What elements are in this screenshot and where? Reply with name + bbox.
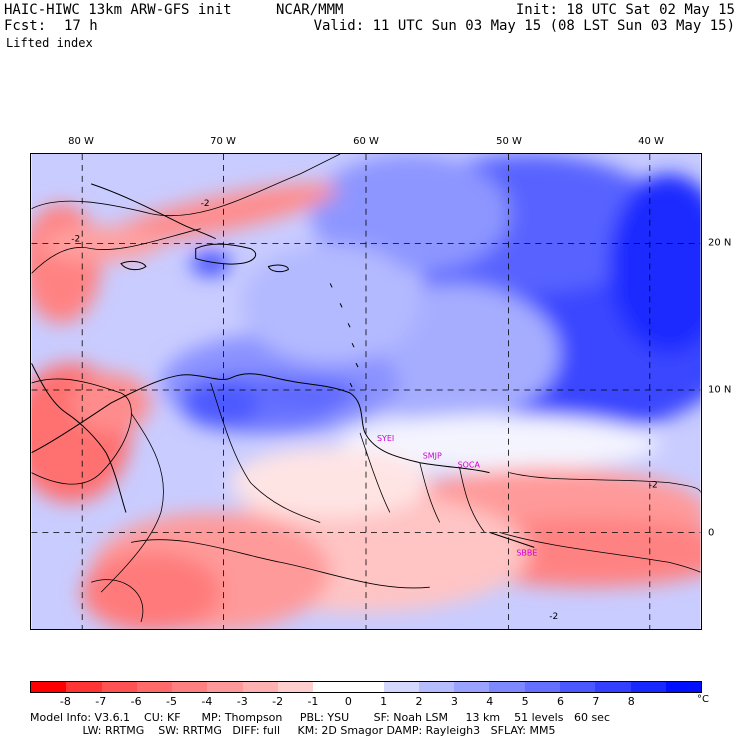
colorbar-tick-label: -6 (130, 695, 142, 708)
model-info-line1: Model Info: V3.6.1 CU: KF MP: Thompson P… (30, 711, 610, 724)
colorbar-segment (207, 682, 243, 692)
lon-label-50w: 50 W (496, 136, 522, 147)
forecast-hour: 17 h (64, 18, 98, 34)
colorbar-segment (559, 682, 596, 692)
valid-time: Valid: 11 UTC Sun 03 May 15 (08 LST Sun … (313, 18, 735, 34)
colorbar-tick-label: -2 (272, 695, 284, 708)
center-label: NCAR/MMM (276, 2, 344, 18)
colorbar-segment (277, 682, 314, 692)
colorbar-segment (454, 682, 490, 692)
init-time: Init: 18 UTC Sat 02 May 15 (515, 2, 735, 18)
city-label-syei: SYEI (377, 434, 394, 443)
colorbar-segment (665, 682, 702, 692)
colorbar-tick-label: -1 (307, 695, 319, 708)
model-info-line2: LW: RRTMG SW: RRTMG DIFF: full KM: 2D Sm… (30, 724, 556, 737)
colorbar-tick-label: 3 (450, 695, 458, 708)
colorbar-tick-label: -3 (236, 695, 248, 708)
contour-label: -2 (201, 199, 210, 209)
colorbar-unit: °C (697, 694, 709, 705)
colorbar (30, 681, 702, 693)
contour-label: -2 (649, 481, 658, 491)
colorbar-segment (524, 682, 560, 692)
city-label-sbbe: SBBE (516, 548, 537, 557)
lifted-index-map[interactable]: SYEI SMJP SOCA SBBE -2 -2 -2 -2 (30, 153, 702, 630)
lon-label-40w: 40 W (638, 136, 664, 147)
field-name: Lifted index (6, 36, 93, 50)
colorbar-tick-label: -5 (165, 695, 177, 708)
colorbar-segment (489, 682, 525, 692)
colorbar-segment (136, 682, 173, 692)
colorbar-segment (383, 682, 419, 692)
colorbar-tick-label: 4 (486, 695, 494, 708)
colorbar-segment (66, 682, 102, 692)
field-shading (31, 154, 701, 629)
colorbar-segment (31, 682, 67, 692)
coastlines (31, 183, 535, 593)
contour-label: -2 (549, 612, 558, 622)
lat-label-0: 0 (708, 527, 715, 539)
colorbar-tick-label: -8 (59, 695, 71, 708)
colorbar-tick-label: 6 (557, 695, 565, 708)
graticule (31, 154, 701, 629)
colorbar-tick-label: 1 (380, 695, 388, 708)
colorbar-segment (242, 682, 278, 692)
colorbar-segment (348, 682, 384, 692)
lon-label-70w: 70 W (210, 136, 236, 147)
city-label-smjp: SMJP (423, 452, 442, 461)
colorbar-segment (418, 682, 455, 692)
colorbar-tick-label: -4 (201, 695, 213, 708)
colorbar-tick-label: -7 (95, 695, 107, 708)
forecast-label: Fcst: (4, 18, 47, 34)
model-title: HAIC-HIWC 13km ARW-GFS init (4, 2, 232, 18)
colorbar-tick-label: 5 (521, 695, 529, 708)
city-label-soca: SOCA (458, 461, 481, 470)
colorbar-tick-label: 7 (592, 695, 600, 708)
colorbar-segment (595, 682, 631, 692)
colorbar-segment (101, 682, 137, 692)
lat-label-10n: 10 N (708, 384, 732, 396)
colorbar-segment (172, 682, 208, 692)
lon-label-60w: 60 W (353, 136, 379, 147)
contour-label: -2 (71, 235, 80, 245)
colorbar-tick-label: 2 (415, 695, 423, 708)
colorbar-segment (630, 682, 666, 692)
colorbar-segment (313, 682, 349, 692)
lat-label-20n: 20 N (708, 237, 732, 249)
colorbar-tick-label: 0 (344, 695, 352, 708)
lon-label-80w: 80 W (68, 136, 94, 147)
colorbar-tick-label: 8 (627, 695, 635, 708)
